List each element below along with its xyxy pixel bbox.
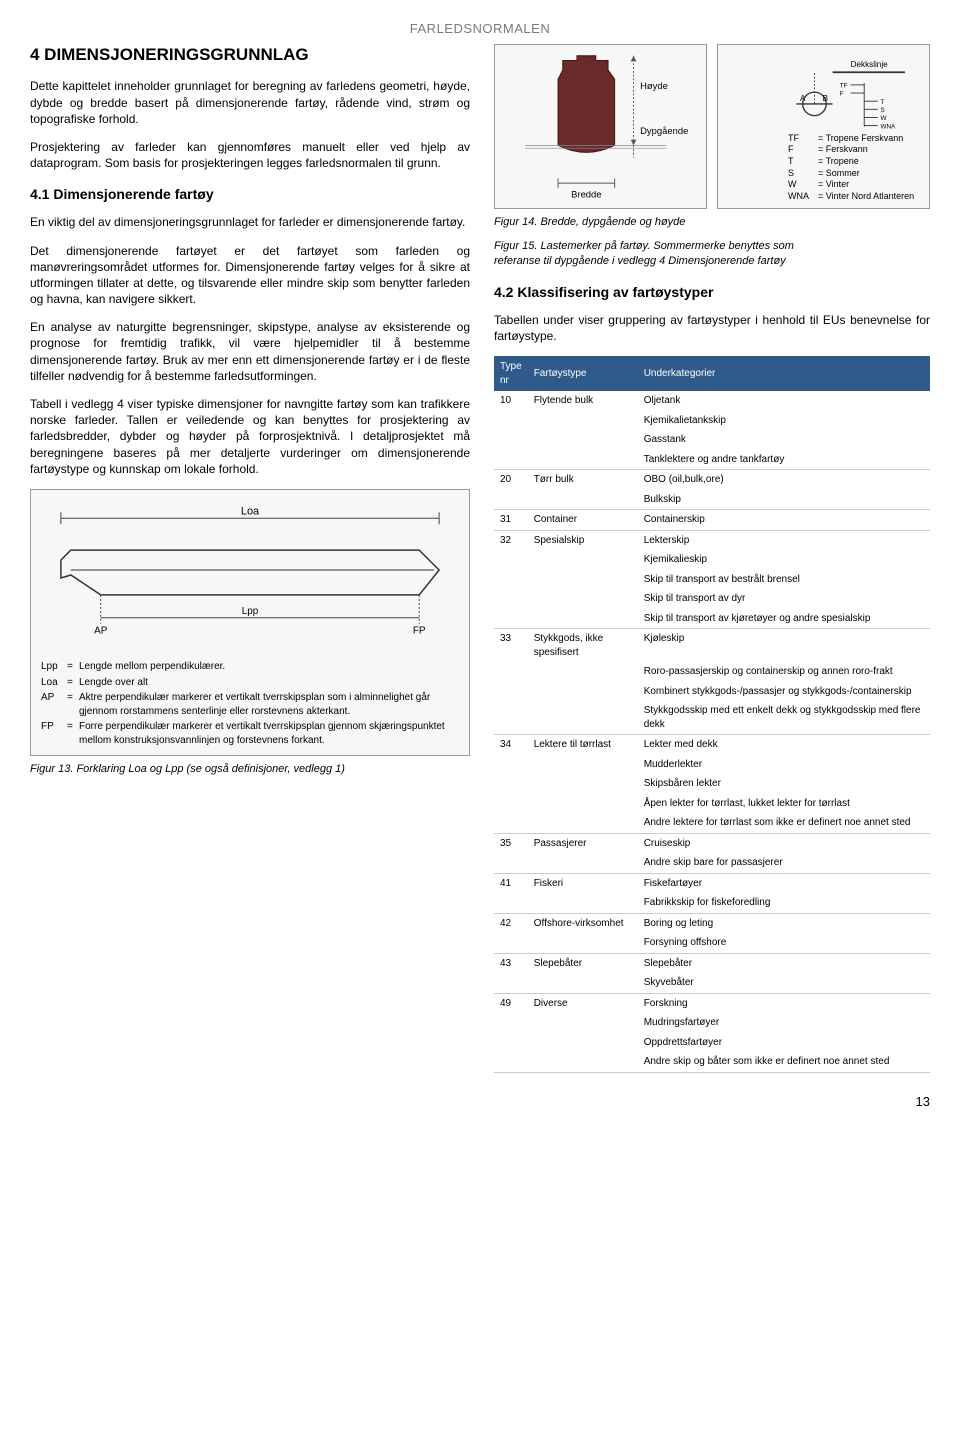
- table-row: 49DiverseForskning: [494, 993, 930, 1013]
- table-row: Tanklektere og andre tankfartøy: [494, 450, 930, 470]
- table-row: Roro-passasjerskip og containerskip og a…: [494, 662, 930, 682]
- table-row: Bulkskip: [494, 490, 930, 510]
- table-row: Mudringsfartøyer: [494, 1013, 930, 1033]
- table-row: Skip til transport av dyr: [494, 589, 930, 609]
- dypg-label: Dypgående: [640, 125, 688, 136]
- fp-label: FP: [413, 626, 426, 637]
- table-row: 35PassasjererCruiseskip: [494, 833, 930, 853]
- table-row: 34Lektere til tørrlastLekter med dekk: [494, 735, 930, 755]
- paragraph: Dette kapittelet inneholder grunnlaget f…: [30, 78, 470, 127]
- svg-text:W: W: [880, 115, 886, 122]
- table-row: Stykkgodsskip med ett enkelt dekk og sty…: [494, 701, 930, 735]
- table-row: Åpen lekter for tørrlast, lukket lekter …: [494, 794, 930, 814]
- table-header: Fartøystype: [528, 356, 638, 391]
- table-header: Type nr: [494, 356, 528, 391]
- page-header-label: FARLEDSNORMALEN: [30, 20, 930, 38]
- legend-row: WNA= Vinter Nord Atlanteren: [788, 191, 914, 203]
- subsection-4-2: 4.2 Klassifisering av fartøystyper: [494, 283, 930, 302]
- loa-label: Loa: [241, 505, 260, 517]
- definition-row: Lpp=Lengde mellom perpendikulærer.: [41, 660, 459, 674]
- figure-14-caption: Figur 14. Bredde, dypgående og høyde: [494, 215, 930, 230]
- figure-13-caption: Figur 13. Forklaring Loa og Lpp (se også…: [30, 762, 470, 777]
- table-row: 33Stykkgods, ikke spesifisertKjøleskip: [494, 629, 930, 663]
- figure-15: Dekkslinje A B TFF TSWWNA TF= Tropene Fer…: [717, 44, 930, 209]
- paragraph: Prosjektering av farleder kan gjennomfør…: [30, 139, 470, 171]
- legend-row: W= Vinter: [788, 179, 914, 191]
- svg-text:TF: TF: [840, 82, 848, 89]
- legend-row: F= Ferskvann: [788, 144, 914, 156]
- page-number: 13: [30, 1093, 930, 1111]
- table-row: 41FiskeriFiskefartøyer: [494, 873, 930, 893]
- table-row: Kjemikalietankskip: [494, 411, 930, 431]
- table-header: Underkategorier: [638, 356, 930, 391]
- table-row: 31ContainerContainerskip: [494, 510, 930, 531]
- table-row: 32SpesialskipLekterskip: [494, 530, 930, 550]
- left-column: 4 DIMENSJONERINGSGRUNNLAG Dette kapittel…: [30, 44, 470, 1073]
- table-row: Kombinert stykkgods-/passasjer og stykkg…: [494, 682, 930, 702]
- table-row: Kjemikalieskip: [494, 550, 930, 570]
- table-row: 20Tørr bulkOBO (oil,bulk,ore): [494, 470, 930, 490]
- svg-text:F: F: [840, 90, 844, 97]
- plimsoll-a: A: [800, 94, 806, 103]
- hoyde-label: Høyde: [640, 79, 668, 90]
- lpp-label: Lpp: [242, 606, 259, 617]
- dekkslinje-label: Dekkslinje: [851, 59, 889, 68]
- figure-15-caption: Figur 15. Lastemerker på fartøy. Sommerm…: [494, 239, 930, 269]
- svg-text:T: T: [880, 98, 884, 105]
- table-row: Oppdrettsfartøyer: [494, 1033, 930, 1053]
- bredde-label: Bredde: [571, 188, 601, 199]
- definition-row: Loa=Lengde over alt: [41, 676, 459, 690]
- svg-text:S: S: [880, 107, 884, 114]
- plimsoll-b: B: [823, 94, 828, 103]
- ship-side-diagram: Loa AP Lpp FP: [41, 500, 459, 650]
- ap-label: AP: [94, 626, 108, 637]
- legend-row: S= Sommer: [788, 168, 914, 180]
- table-row: 42Offshore-virksomhetBoring og leting: [494, 913, 930, 933]
- paragraph: En viktig del av dimensjoneringsgrunnlag…: [30, 214, 470, 230]
- legend-row: T= Tropene: [788, 156, 914, 168]
- table-row: Andre skip bare for passasjerer: [494, 853, 930, 873]
- right-column: Høyde Dypgående Bredde Dekkslinje: [494, 44, 930, 1073]
- table-row: Skip til transport av kjøretøyer og andr…: [494, 609, 930, 629]
- paragraph: Tabellen under viser gruppering av fartø…: [494, 312, 930, 344]
- table-row: Mudderlekter: [494, 755, 930, 775]
- definition-row: FP=Forre perpendikulær markerer et verti…: [41, 720, 459, 747]
- table-row: Skyvebåter: [494, 973, 930, 993]
- table-row: Skip til transport av bestrålt brensel: [494, 570, 930, 590]
- table-row: Gasstank: [494, 430, 930, 450]
- legend-row: TF= Tropene Ferskvann: [788, 133, 914, 145]
- ship-front-diagram: Høyde Dypgående Bredde: [501, 51, 700, 202]
- paragraph: Det dimensjonerende fartøyet er det fart…: [30, 243, 470, 308]
- paragraph: Tabell i vedlegg 4 viser typiske dimensj…: [30, 396, 470, 477]
- figure-13-definitions: Lpp=Lengde mellom perpendikulærer. Loa=Le…: [41, 660, 459, 747]
- table-row: 43SlepebåterSlepebåter: [494, 953, 930, 973]
- table-row: 10Flytende bulkOljetank: [494, 391, 930, 411]
- table-row: Skipsbåren lekter: [494, 774, 930, 794]
- loadline-legend: TF= Tropene FerskvannF= FerskvannT= Trop…: [788, 133, 914, 203]
- table-row: Forsyning offshore: [494, 933, 930, 953]
- table-row: Andre lektere for tørrlast som ikke er d…: [494, 813, 930, 833]
- definition-row: AP=Aktre perpendikulær markerer et verti…: [41, 691, 459, 718]
- table-row: Andre skip og båter som ikke er definert…: [494, 1052, 930, 1072]
- figure-13: Loa AP Lpp FP Lpp=Lengde mellom perpendi…: [30, 489, 470, 757]
- section-title: 4 DIMENSJONERINGSGRUNNLAG: [30, 44, 470, 67]
- table-row: Fabrikkskip for fiskeforedling: [494, 893, 930, 913]
- figure-14: Høyde Dypgående Bredde: [494, 44, 707, 209]
- subsection-4-1: 4.1 Dimensjonerende fartøy: [30, 185, 470, 204]
- svg-text:WNA: WNA: [880, 123, 896, 130]
- paragraph: En analyse av naturgitte begrensninger, …: [30, 319, 470, 384]
- vessel-type-table: Type nr Fartøystype Underkategorier 10Fl…: [494, 356, 930, 1073]
